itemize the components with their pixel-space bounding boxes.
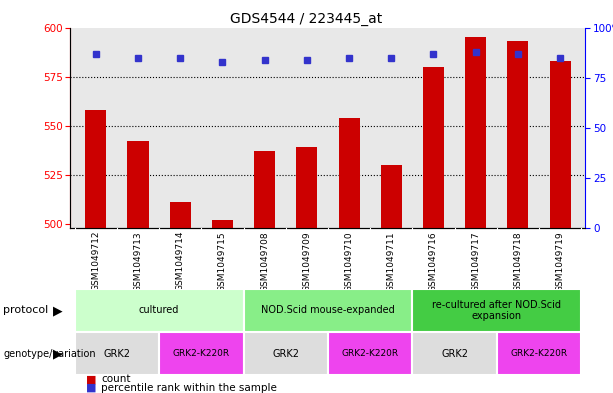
Bar bbox=[170, 202, 191, 228]
Text: count: count bbox=[101, 375, 131, 384]
Text: GRK2: GRK2 bbox=[272, 349, 299, 359]
Text: GSM1049711: GSM1049711 bbox=[387, 231, 396, 292]
Bar bbox=[338, 118, 360, 228]
Bar bbox=[159, 332, 243, 375]
Bar bbox=[413, 332, 497, 375]
Text: GSM1049718: GSM1049718 bbox=[513, 231, 522, 292]
Bar bbox=[497, 332, 581, 375]
Text: GSM1049717: GSM1049717 bbox=[471, 231, 480, 292]
Text: GRK2: GRK2 bbox=[441, 349, 468, 359]
Text: percentile rank within the sample: percentile rank within the sample bbox=[101, 383, 277, 393]
Bar bbox=[243, 332, 328, 375]
Bar bbox=[296, 147, 318, 228]
Text: GSM1049712: GSM1049712 bbox=[91, 231, 101, 292]
Text: GSM1049715: GSM1049715 bbox=[218, 231, 227, 292]
Text: GSM1049719: GSM1049719 bbox=[555, 231, 565, 292]
Text: genotype/variation: genotype/variation bbox=[3, 349, 96, 359]
Text: GSM1049713: GSM1049713 bbox=[134, 231, 143, 292]
Text: GRK2-K220R: GRK2-K220R bbox=[173, 349, 230, 358]
Text: GDS4544 / 223445_at: GDS4544 / 223445_at bbox=[230, 12, 383, 26]
Text: GRK2: GRK2 bbox=[104, 349, 131, 359]
Text: ▶: ▶ bbox=[53, 304, 63, 317]
Text: GSM1049714: GSM1049714 bbox=[176, 231, 185, 292]
Text: GRK2-K220R: GRK2-K220R bbox=[511, 349, 568, 358]
Bar bbox=[128, 141, 148, 228]
Bar bbox=[85, 110, 107, 228]
Text: GSM1049716: GSM1049716 bbox=[429, 231, 438, 292]
Text: GSM1049709: GSM1049709 bbox=[302, 231, 311, 292]
Bar bbox=[328, 332, 413, 375]
Text: cultured: cultured bbox=[139, 305, 180, 316]
Text: NOD.Scid mouse-expanded: NOD.Scid mouse-expanded bbox=[261, 305, 395, 316]
Bar bbox=[254, 151, 275, 228]
Bar bbox=[508, 41, 528, 228]
Text: GRK2-K220R: GRK2-K220R bbox=[341, 349, 398, 358]
Bar bbox=[75, 289, 243, 332]
Text: ■: ■ bbox=[86, 375, 96, 384]
Bar bbox=[423, 67, 444, 228]
Text: ■: ■ bbox=[86, 383, 96, 393]
Bar bbox=[381, 165, 402, 228]
Text: re-cultured after NOD.Scid
expansion: re-cultured after NOD.Scid expansion bbox=[432, 300, 562, 321]
Text: protocol: protocol bbox=[3, 305, 48, 316]
Bar bbox=[212, 220, 233, 228]
Bar bbox=[243, 289, 413, 332]
Bar bbox=[75, 332, 159, 375]
Bar bbox=[413, 289, 581, 332]
Bar bbox=[465, 37, 486, 228]
Text: GSM1049708: GSM1049708 bbox=[260, 231, 269, 292]
Bar bbox=[549, 61, 571, 228]
Text: GSM1049710: GSM1049710 bbox=[345, 231, 354, 292]
Text: ▶: ▶ bbox=[53, 347, 63, 360]
